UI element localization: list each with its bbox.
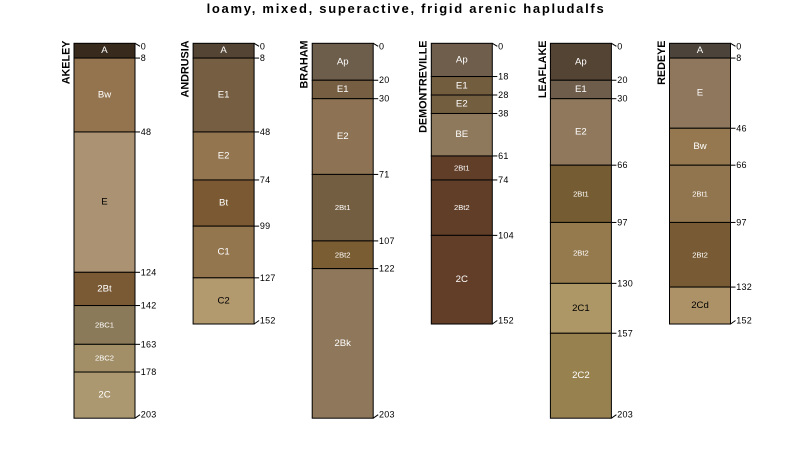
svg-text:A: A <box>101 45 108 56</box>
svg-text:74: 74 <box>498 175 509 185</box>
svg-text:163: 163 <box>141 339 157 349</box>
svg-text:18: 18 <box>498 72 509 82</box>
svg-text:Bw: Bw <box>693 141 706 152</box>
svg-text:142: 142 <box>141 301 157 311</box>
svg-text:E2: E2 <box>575 126 587 137</box>
svg-text:LEAFLAKE: LEAFLAKE <box>537 41 549 99</box>
svg-text:2C: 2C <box>98 390 110 401</box>
svg-text:66: 66 <box>736 160 747 170</box>
svg-text:BE: BE <box>455 129 468 140</box>
svg-text:0: 0 <box>141 41 146 51</box>
svg-text:2Bt2: 2Bt2 <box>454 203 470 212</box>
svg-text:E: E <box>697 88 703 99</box>
svg-text:152: 152 <box>736 316 752 326</box>
svg-text:38: 38 <box>498 108 509 118</box>
svg-text:20: 20 <box>379 75 390 85</box>
svg-text:97: 97 <box>617 217 628 227</box>
svg-text:130: 130 <box>617 278 633 288</box>
svg-text:2C: 2C <box>456 274 468 285</box>
svg-text:48: 48 <box>260 127 271 137</box>
svg-text:203: 203 <box>617 410 633 420</box>
svg-text:C1: C1 <box>217 246 229 257</box>
svg-text:E1: E1 <box>575 84 587 95</box>
svg-text:E1: E1 <box>337 84 349 95</box>
svg-text:A: A <box>697 45 704 56</box>
svg-text:2Bt1: 2Bt1 <box>692 189 708 198</box>
svg-text:2Bt1: 2Bt1 <box>573 189 589 198</box>
svg-text:30: 30 <box>617 94 628 104</box>
svg-text:Ap: Ap <box>575 56 587 67</box>
svg-text:REDEYE: REDEYE <box>656 41 668 85</box>
svg-text:2BC2: 2BC2 <box>95 354 114 363</box>
svg-text:46: 46 <box>736 123 747 133</box>
svg-text:0: 0 <box>617 41 622 51</box>
svg-text:48: 48 <box>141 127 152 137</box>
svg-text:BRAHAM: BRAHAM <box>299 40 311 88</box>
svg-text:8: 8 <box>260 53 265 63</box>
svg-text:152: 152 <box>498 316 514 326</box>
svg-text:E: E <box>101 197 107 208</box>
svg-text:Ap: Ap <box>456 54 468 65</box>
svg-text:107: 107 <box>379 236 395 246</box>
svg-text:2C2: 2C2 <box>572 370 590 381</box>
svg-text:124: 124 <box>141 267 157 277</box>
svg-text:0: 0 <box>736 41 741 51</box>
svg-text:99: 99 <box>260 221 271 231</box>
svg-text:28: 28 <box>498 90 509 100</box>
svg-text:E1: E1 <box>218 90 230 101</box>
svg-text:71: 71 <box>379 169 390 179</box>
svg-text:2BC1: 2BC1 <box>95 320 114 329</box>
svg-text:Bt: Bt <box>219 198 228 209</box>
svg-text:2Bt2: 2Bt2 <box>692 250 708 259</box>
svg-text:0: 0 <box>379 41 384 51</box>
svg-text:203: 203 <box>141 410 157 420</box>
svg-text:2Bt1: 2Bt1 <box>454 163 470 172</box>
svg-text:2C1: 2C1 <box>572 303 590 314</box>
svg-text:ANDRUSIA: ANDRUSIA <box>180 40 192 97</box>
svg-text:203: 203 <box>379 410 395 420</box>
svg-text:DEMONTREVILLE: DEMONTREVILLE <box>418 41 430 133</box>
svg-text:157: 157 <box>617 328 633 338</box>
svg-text:E2: E2 <box>456 99 468 110</box>
svg-text:2Bt: 2Bt <box>97 283 112 294</box>
svg-text:E2: E2 <box>218 150 230 161</box>
svg-text:2Bk: 2Bk <box>334 338 351 349</box>
svg-text:2Cd: 2Cd <box>691 300 709 311</box>
svg-text:122: 122 <box>379 264 395 274</box>
svg-text:132: 132 <box>736 282 752 292</box>
svg-text:A: A <box>220 45 227 56</box>
svg-text:Ap: Ap <box>337 56 349 67</box>
svg-text:2Bt1: 2Bt1 <box>335 203 351 212</box>
svg-text:104: 104 <box>498 230 514 240</box>
svg-text:30: 30 <box>379 94 390 104</box>
svg-text:2Bt2: 2Bt2 <box>335 250 351 259</box>
svg-text:74: 74 <box>260 175 271 185</box>
svg-text:E1: E1 <box>456 80 468 91</box>
svg-text:97: 97 <box>736 217 747 227</box>
svg-text:61: 61 <box>498 151 509 161</box>
svg-text:8: 8 <box>141 53 146 63</box>
svg-text:127: 127 <box>260 273 276 283</box>
svg-text:AKELEY: AKELEY <box>60 40 72 85</box>
svg-text:66: 66 <box>617 160 628 170</box>
svg-text:Bw: Bw <box>98 90 111 101</box>
svg-text:20: 20 <box>617 75 628 85</box>
svg-text:152: 152 <box>260 316 276 326</box>
svg-text:0: 0 <box>498 41 503 51</box>
svg-text:E2: E2 <box>337 131 349 142</box>
svg-text:0: 0 <box>260 41 265 51</box>
svg-text:loamy, mixed, superactive, fri: loamy, mixed, superactive, frigid arenic… <box>207 1 606 16</box>
svg-text:8: 8 <box>736 53 741 63</box>
svg-text:C2: C2 <box>217 295 229 306</box>
svg-text:178: 178 <box>141 367 157 377</box>
svg-text:2Bt2: 2Bt2 <box>573 248 589 257</box>
